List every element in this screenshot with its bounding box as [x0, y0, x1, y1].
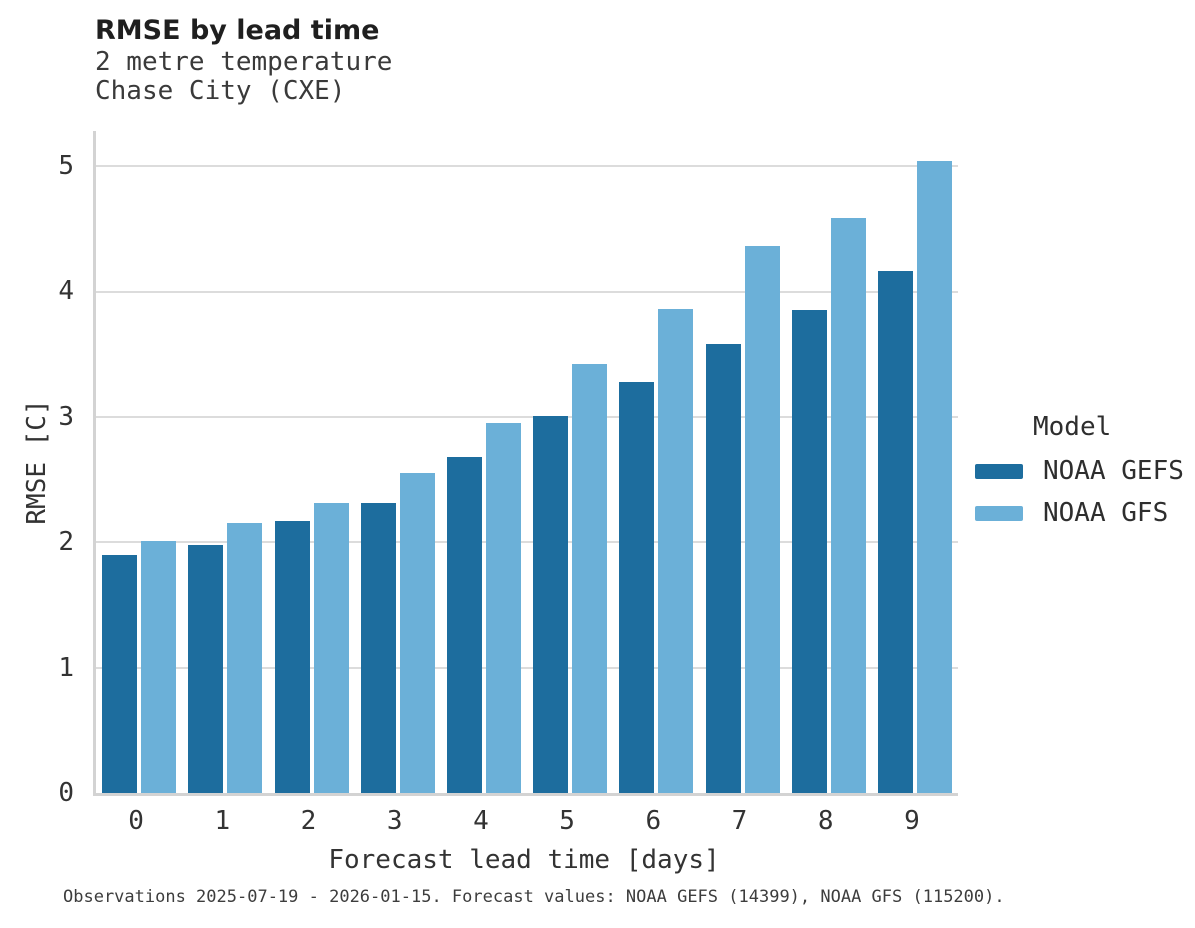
x-tick-label-9: 9: [904, 806, 920, 836]
bar-gfs-lead-7: [744, 246, 780, 793]
legend-label-gefs: NOAA GEFS: [1043, 456, 1184, 486]
bar-gefs-lead-3: [360, 503, 396, 793]
y-tick-label-4: 4: [58, 276, 74, 307]
gridline-y-1: [96, 666, 958, 669]
y-tick-label-0: 0: [58, 778, 74, 808]
legend-title: Model: [1033, 412, 1112, 442]
bar-gefs-lead-4: [446, 457, 482, 793]
gridline-y-3: [96, 415, 958, 418]
bar-gfs-lead-8: [830, 217, 866, 793]
x-tick-label-8: 8: [817, 806, 834, 836]
legend: Model NOAA GEFS NOAA GFS: [975, 412, 1184, 526]
bar-gefs-lead-2: [274, 520, 310, 793]
bar-gefs-lead-1: [188, 544, 224, 793]
x-tick-label-5: 5: [559, 806, 575, 836]
chart-subtitle-location: Chase City (CXE): [95, 75, 346, 106]
bar-gefs-lead-9: [877, 271, 913, 793]
y-tick-label-5: 5: [58, 151, 74, 182]
gridline-y-2: [96, 541, 958, 544]
x-tick-label-7: 7: [731, 806, 748, 836]
x-tick-label-4: 4: [473, 806, 489, 836]
gefs-swatch-icon: [975, 463, 1023, 479]
y-tick-label-3: 3: [58, 401, 74, 432]
bar-gfs-lead-6: [658, 309, 694, 793]
footer-note: Observations 2025-07-19 - 2026-01-15. Fo…: [63, 887, 1005, 907]
chart-title: RMSE by lead time: [95, 15, 380, 46]
bar-gfs-lead-0: [141, 541, 177, 793]
bar-gefs-lead-0: [102, 554, 138, 793]
bar-gefs-lead-8: [791, 310, 827, 793]
gridline-y-5: [96, 165, 958, 168]
x-tick-label-3: 3: [386, 806, 403, 836]
legend-item-gefs: NOAA GEFS: [975, 458, 1184, 484]
bar-gfs-lead-2: [313, 503, 349, 793]
x-tick-label-1: 1: [214, 806, 231, 836]
legend-item-gfs: NOAA GFS: [975, 500, 1184, 526]
x-tick-label-2: 2: [300, 806, 317, 836]
x-tick-label-6: 6: [645, 806, 662, 836]
bar-gefs-lead-5: [533, 415, 569, 793]
title-block: RMSE by lead time 2 metre temperature Ch…: [95, 14, 392, 105]
chart-subtitle-variable: 2 metre temperature: [95, 47, 393, 77]
bar-gefs-lead-7: [705, 344, 741, 793]
y-tick-label-2: 2: [58, 527, 74, 558]
y-tick-label-1: 1: [58, 652, 74, 683]
bar-gefs-lead-6: [619, 381, 655, 793]
bar-gfs-lead-1: [227, 523, 263, 793]
x-tick-label-0: 0: [128, 806, 144, 836]
bar-gfs-lead-3: [399, 473, 435, 793]
gfs-swatch-icon: [975, 505, 1023, 521]
bar-gfs-lead-9: [916, 161, 952, 793]
gridline-y-4: [96, 290, 958, 293]
bar-gfs-lead-5: [572, 364, 608, 793]
plot-area: [93, 131, 958, 796]
legend-label-gfs: NOAA GFS: [1043, 498, 1169, 528]
bar-gfs-lead-4: [485, 423, 521, 793]
x-axis-label: Forecast lead time [days]: [328, 845, 720, 875]
